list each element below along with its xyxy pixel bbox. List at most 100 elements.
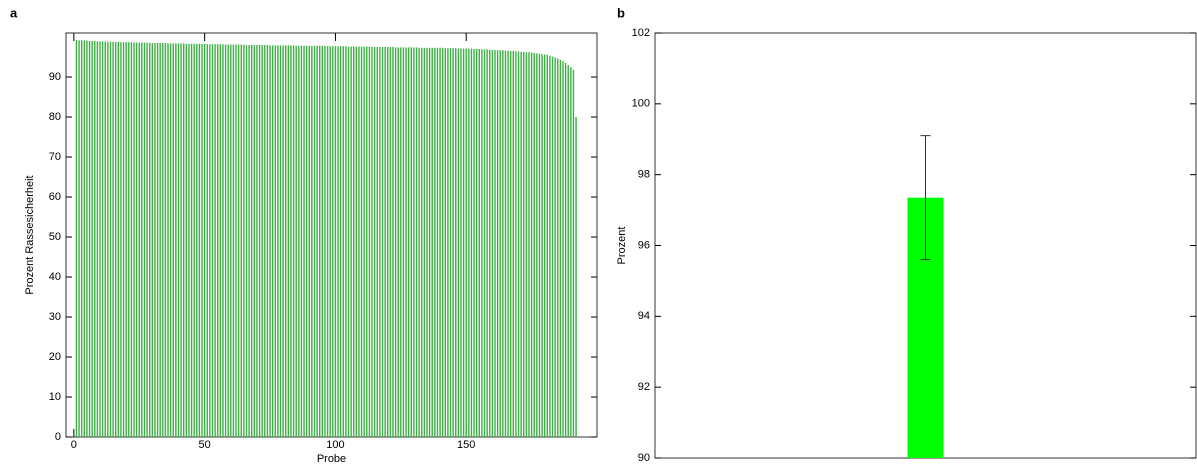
x-tick-label: 150: [457, 439, 475, 451]
bar: [193, 43, 195, 438]
bar: [549, 55, 551, 438]
bar: [196, 43, 198, 438]
bar: [457, 48, 460, 437]
bar: [88, 41, 91, 437]
bar: [541, 54, 543, 437]
bar: [523, 51, 525, 438]
bar: [282, 45, 284, 438]
bar: [520, 51, 522, 438]
bar: [329, 46, 331, 437]
bar: [551, 56, 554, 437]
bar: [190, 43, 193, 438]
bar: [237, 44, 240, 437]
bar: [350, 46, 352, 437]
bar: [402, 47, 405, 438]
bar: [441, 47, 444, 438]
x-tick-label: 50: [199, 439, 211, 451]
y-tick-label: 90: [49, 71, 61, 83]
bar: [528, 52, 530, 437]
bar: [162, 43, 164, 437]
bar: [496, 50, 499, 437]
bar: [397, 47, 399, 438]
bar: [379, 47, 381, 437]
bar: [502, 50, 504, 437]
panel-label: a: [10, 5, 18, 20]
bar: [114, 41, 117, 438]
bar: [120, 42, 122, 437]
bar: [135, 42, 138, 437]
x-tick-label: 0: [71, 439, 77, 451]
bar: [426, 47, 428, 438]
bar: [481, 49, 483, 438]
bar: [347, 46, 350, 437]
bar: [214, 44, 216, 437]
bar: [227, 44, 229, 437]
bar: [96, 41, 99, 438]
bar: [277, 45, 279, 438]
bar: [292, 45, 295, 438]
bar: [156, 43, 159, 437]
bar: [575, 117, 577, 437]
bar: [308, 45, 310, 438]
y-tick-label: 92: [638, 381, 650, 393]
bar: [86, 40, 88, 437]
bar: [321, 45, 324, 438]
bar: [400, 47, 402, 438]
bar: [169, 43, 172, 438]
bar: [251, 45, 253, 437]
bar: [455, 48, 457, 437]
bar: [219, 44, 222, 437]
y-tick-label: 100: [632, 98, 650, 110]
bar: [290, 45, 292, 438]
bar: [342, 46, 344, 437]
bar: [570, 67, 572, 438]
bar: [303, 45, 305, 438]
bar: [418, 47, 420, 438]
bar: [188, 43, 190, 438]
y-tick-label: 70: [49, 151, 61, 163]
bar: [489, 49, 491, 438]
bar: [264, 45, 266, 437]
bar: [117, 41, 120, 438]
bar: [494, 49, 496, 438]
bar: [373, 47, 376, 437]
bar: [413, 47, 415, 438]
bar: [431, 47, 433, 438]
bar: [358, 46, 360, 437]
bar: [428, 47, 431, 438]
y-axis-label: Prozent: [616, 227, 628, 265]
bar: [104, 41, 106, 438]
bar: [470, 48, 473, 437]
bar: [133, 42, 135, 437]
bar: [75, 39, 78, 438]
bar: [164, 43, 167, 437]
bar: [209, 44, 211, 437]
y-axis-label: Prozent Rassesicherheit: [24, 175, 36, 294]
bar: [316, 45, 318, 438]
bar: [256, 45, 258, 437]
bar: [80, 40, 83, 437]
bar: [387, 47, 389, 437]
bar: [478, 49, 480, 437]
bar: [266, 45, 269, 437]
bar: [180, 43, 182, 438]
bar: [232, 44, 235, 437]
bar: [363, 46, 365, 437]
bar: [99, 41, 101, 438]
bar: [475, 49, 478, 437]
bar: [243, 44, 245, 437]
bar: [483, 49, 486, 438]
bar: [143, 42, 146, 437]
bar: [175, 43, 177, 438]
bar: [141, 42, 143, 437]
bar: [287, 45, 290, 438]
bar: [245, 45, 248, 437]
bar: [468, 48, 470, 437]
bar: [177, 43, 180, 438]
bar: [509, 51, 512, 437]
bar: [439, 47, 441, 438]
bar: [149, 43, 151, 437]
panel-label: b: [617, 5, 625, 20]
bar: [112, 41, 114, 438]
